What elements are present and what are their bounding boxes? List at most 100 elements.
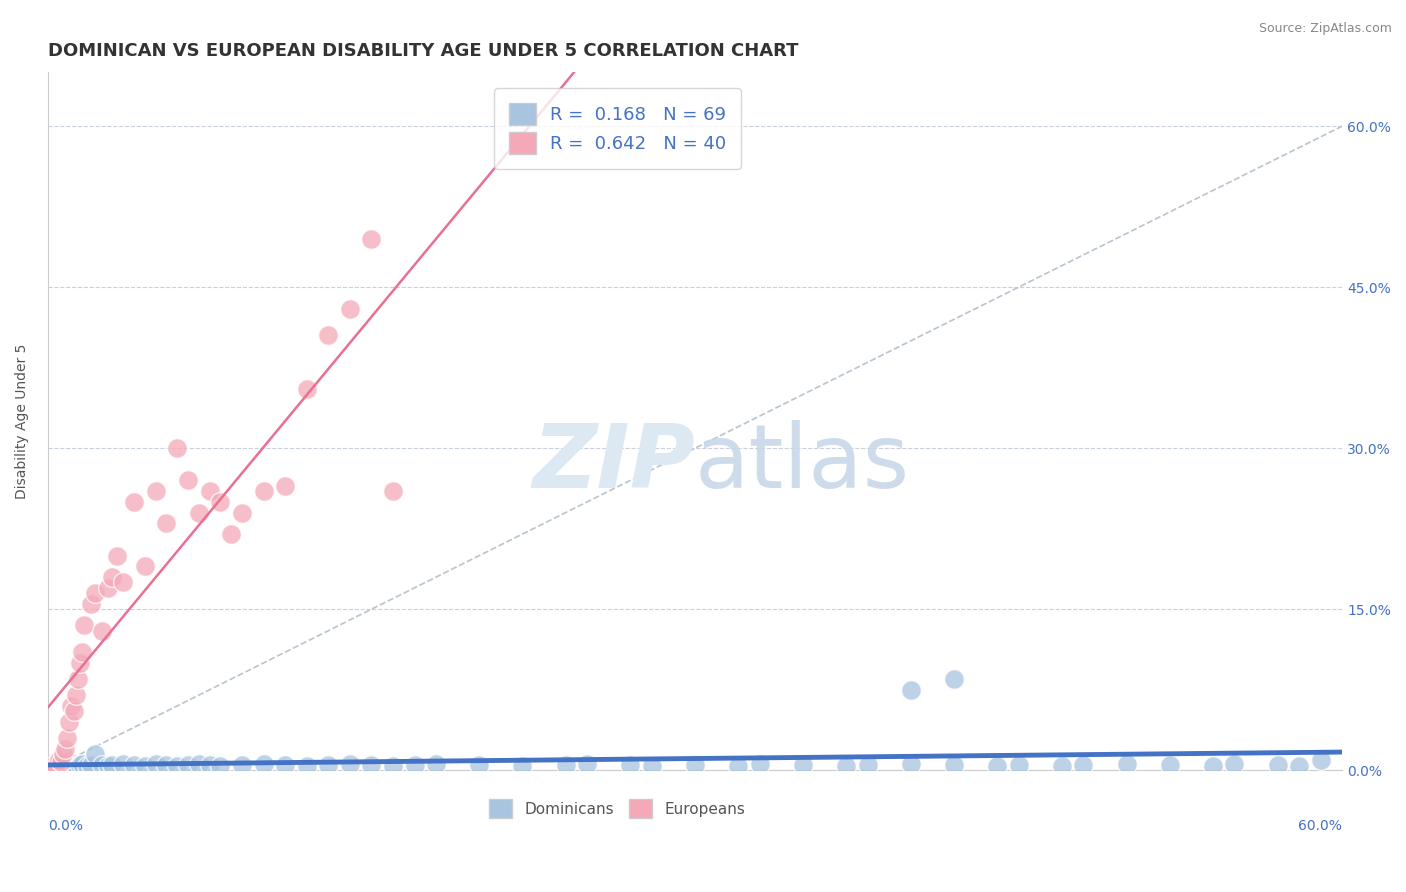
Point xyxy=(145,756,167,771)
Point xyxy=(44,759,66,773)
Point xyxy=(295,759,318,773)
Point xyxy=(122,495,145,509)
Text: ZIP: ZIP xyxy=(533,420,695,507)
Point xyxy=(1050,759,1073,773)
Point xyxy=(45,760,67,774)
Point xyxy=(155,516,177,531)
Point xyxy=(942,758,965,772)
Point xyxy=(53,759,76,773)
Point xyxy=(619,758,641,772)
Point xyxy=(56,758,79,772)
Point xyxy=(468,758,491,772)
Point xyxy=(44,758,66,772)
Point xyxy=(360,758,382,772)
Point xyxy=(316,328,339,343)
Point xyxy=(1073,758,1095,772)
Point xyxy=(122,758,145,772)
Point xyxy=(1267,758,1289,772)
Point xyxy=(198,484,221,499)
Point xyxy=(187,756,209,771)
Point xyxy=(177,758,200,772)
Point xyxy=(58,756,80,770)
Point xyxy=(80,597,103,611)
Point xyxy=(53,742,76,756)
Text: atlas: atlas xyxy=(695,420,910,507)
Point xyxy=(1115,756,1137,771)
Point xyxy=(101,570,124,584)
Point xyxy=(60,758,83,772)
Point xyxy=(66,672,89,686)
Point xyxy=(166,441,188,455)
Point xyxy=(198,758,221,772)
Text: Source: ZipAtlas.com: Source: ZipAtlas.com xyxy=(1258,22,1392,36)
Point xyxy=(316,758,339,772)
Text: 60.0%: 60.0% xyxy=(1298,819,1343,833)
Point xyxy=(52,747,75,762)
Point xyxy=(425,756,447,771)
Point xyxy=(134,759,156,773)
Point xyxy=(209,495,232,509)
Point xyxy=(900,756,922,771)
Point xyxy=(339,301,361,316)
Point xyxy=(84,586,107,600)
Point xyxy=(1223,756,1246,771)
Point xyxy=(84,747,107,762)
Point xyxy=(105,549,128,563)
Point xyxy=(381,759,404,773)
Point xyxy=(52,760,75,774)
Point xyxy=(404,758,426,772)
Point xyxy=(65,688,87,702)
Point xyxy=(835,759,858,773)
Point xyxy=(60,698,83,713)
Point xyxy=(52,758,75,772)
Point xyxy=(62,704,84,718)
Point xyxy=(360,232,382,246)
Point xyxy=(942,672,965,686)
Point xyxy=(80,758,103,772)
Point xyxy=(986,759,1008,773)
Point xyxy=(576,756,599,771)
Point xyxy=(45,759,67,773)
Point xyxy=(1159,758,1181,772)
Point xyxy=(69,758,91,772)
Point xyxy=(274,479,297,493)
Point xyxy=(1202,759,1225,773)
Point xyxy=(295,382,318,396)
Point xyxy=(90,758,112,772)
Point xyxy=(72,645,94,659)
Point xyxy=(69,656,91,670)
Point xyxy=(252,756,274,771)
Point xyxy=(76,759,98,773)
Point xyxy=(274,758,297,772)
Point xyxy=(219,527,242,541)
Point xyxy=(641,759,664,773)
Point xyxy=(1309,753,1331,767)
Point xyxy=(73,618,96,632)
Point xyxy=(856,758,879,772)
Point xyxy=(101,758,124,772)
Point xyxy=(134,559,156,574)
Point xyxy=(56,731,79,745)
Point xyxy=(554,758,576,772)
Point xyxy=(155,758,177,772)
Point xyxy=(97,581,120,595)
Point xyxy=(209,759,232,773)
Legend: Dominicans, Europeans: Dominicans, Europeans xyxy=(482,791,754,825)
Point xyxy=(53,756,76,771)
Point xyxy=(49,756,72,770)
Y-axis label: Disability Age Under 5: Disability Age Under 5 xyxy=(15,343,30,499)
Point xyxy=(90,624,112,638)
Point xyxy=(49,759,72,773)
Point xyxy=(58,714,80,729)
Point xyxy=(231,758,253,772)
Point xyxy=(145,484,167,499)
Text: DOMINICAN VS EUROPEAN DISABILITY AGE UNDER 5 CORRELATION CHART: DOMINICAN VS EUROPEAN DISABILITY AGE UND… xyxy=(48,42,799,60)
Point xyxy=(900,682,922,697)
Text: 0.0%: 0.0% xyxy=(48,819,83,833)
Point xyxy=(512,759,534,773)
Point xyxy=(231,506,253,520)
Point xyxy=(381,484,404,499)
Point xyxy=(48,758,70,772)
Point xyxy=(1007,758,1029,772)
Point xyxy=(166,759,188,773)
